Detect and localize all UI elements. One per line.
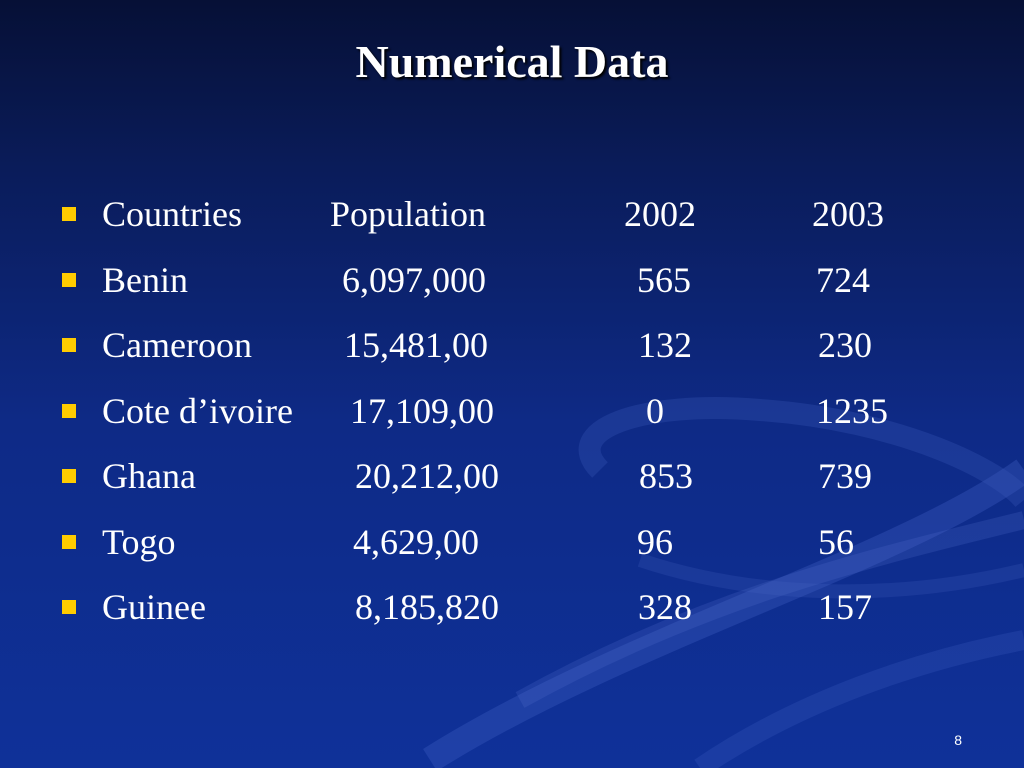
population-cell: 8,185,820	[355, 587, 499, 627]
year-2003-cell: 739	[818, 456, 872, 496]
country-cell: Cameroon	[102, 325, 252, 365]
population-cell: 4,629,00	[353, 521, 479, 562]
table-header-row: Countries Population 2002 2003	[62, 188, 962, 254]
table-row-cameroon: Cameroon 15,481,00 132 230	[62, 319, 962, 385]
slide-page-number: 8	[954, 732, 962, 748]
table-row-benin: Benin 6,097,000 565 724	[62, 254, 962, 320]
table-row-togo: Togo 4,629,00 96 56	[62, 516, 962, 582]
bullet-square-icon	[62, 534, 76, 549]
country-cell: Togo	[102, 521, 176, 562]
year-2003-cell: 724	[816, 259, 870, 300]
population-cell: 20,212,00	[355, 456, 499, 496]
year-2002-cell: 853	[639, 456, 693, 496]
header-year-2002: 2002	[624, 194, 696, 234]
data-table: Countries Population 2002 2003 Benin 6,0…	[62, 188, 962, 647]
table-row-cote-divoire: Cote d’ivoire 17,109,00 0 1235	[62, 385, 962, 451]
bullet-square-icon	[62, 272, 76, 287]
population-cell: 6,097,000	[342, 259, 486, 300]
header-population: Population	[330, 194, 487, 234]
year-2002-cell: 565	[637, 259, 691, 300]
year-2002-cell: 96	[637, 521, 673, 562]
year-2002-cell: 132	[638, 325, 692, 365]
country-cell: Cote d’ivoire	[102, 390, 293, 431]
header-countries: Countries	[102, 194, 242, 234]
country-cell: Guinee	[102, 587, 206, 627]
year-2003-cell: 56	[818, 521, 854, 562]
year-2003-cell: 157	[818, 587, 872, 627]
header-year-2003: 2003	[812, 194, 884, 234]
country-cell: Ghana	[102, 456, 196, 496]
country-cell: Benin	[102, 259, 188, 300]
year-2003-cell: 230	[818, 325, 872, 365]
population-cell: 15,481,00	[344, 325, 488, 365]
bullet-square-icon	[62, 207, 76, 221]
slide-title: Numerical Data	[355, 36, 669, 87]
bullet-square-icon	[62, 469, 76, 483]
table-row-guinee: Guinee 8,185,820 328 157	[62, 581, 962, 647]
bullet-square-icon	[62, 338, 76, 352]
bullet-square-icon	[62, 403, 76, 418]
population-cell: 17,109,00	[350, 390, 494, 431]
year-2003-cell: 1235	[816, 390, 888, 431]
table-row-ghana: Ghana 20,212,00 853 739	[62, 450, 962, 516]
year-2002-cell: 328	[638, 587, 692, 627]
bullet-square-icon	[62, 600, 76, 614]
year-2002-cell: 0	[646, 390, 664, 431]
